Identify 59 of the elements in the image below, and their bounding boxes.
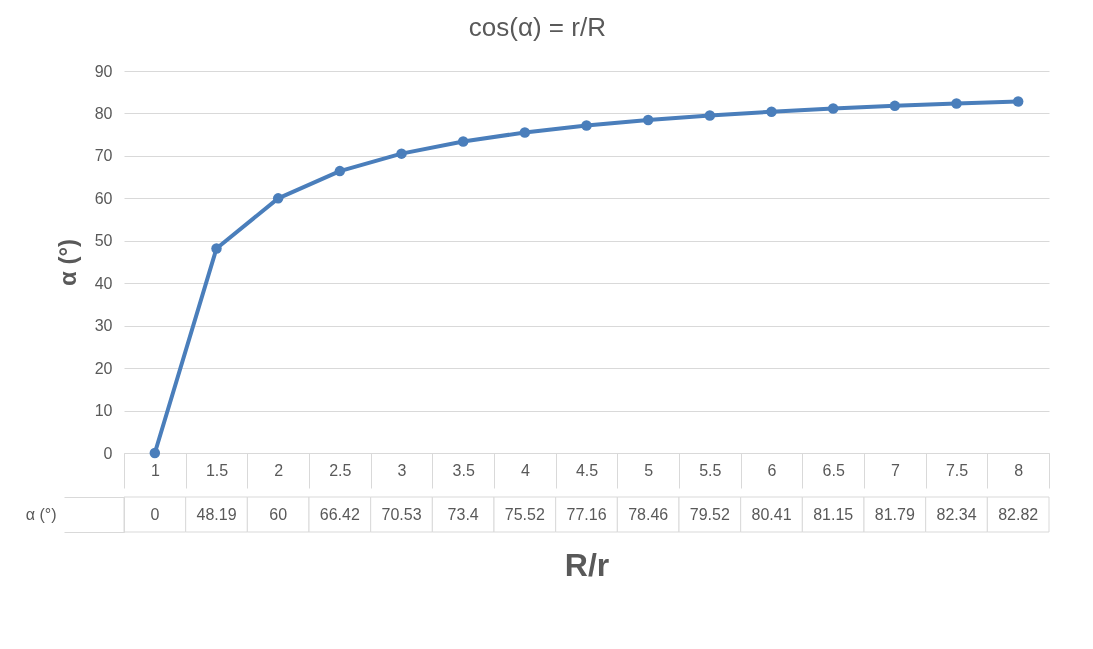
x-tick-label: 3.5 [452,461,475,479]
y-tick-label: 10 [94,402,113,420]
y-tick-label: 90 [94,62,113,80]
data-label: 66.42 [319,505,360,523]
data-label: 81.15 [813,505,854,523]
y-axis-title: α (°) [53,238,81,287]
data-label: 80.41 [751,505,792,523]
point [457,136,469,147]
point [211,243,222,254]
y-tick-label: 30 [94,317,113,335]
chart-title: cos(α) = r/R [468,12,606,42]
point [642,114,654,126]
point [149,447,161,459]
x-tick-label: 4 [520,461,530,479]
data-label: 60 [269,505,288,523]
x-tick-label: 6 [767,461,777,479]
y-tick-label: 50 [94,232,113,250]
data-label: 82.82 [998,505,1039,523]
x-tick-label: 3 [397,461,407,479]
x-tick-label: 1 [150,461,160,479]
x-tick-label: 8 [1014,461,1024,479]
point [889,100,901,112]
data-label: 48.19 [196,505,237,523]
x-tick-label: 5 [644,461,654,479]
y-tick-label: 60 [94,189,113,207]
data-label: 77.16 [566,505,607,523]
point [766,106,777,117]
data-label: 79.52 [689,505,730,523]
x-tick-label: 6.5 [822,461,845,479]
x-tick-label: 7 [890,461,900,479]
text: α (°) [25,506,57,523]
y-tick-label: 80 [94,104,113,122]
point [704,110,716,121]
data-label: 81.79 [874,505,915,523]
x-tick-label: 5.5 [699,461,722,479]
data-label: 78.46 [628,505,669,523]
y-tick-label: 40 [94,274,113,292]
data-label: 0 [150,505,160,523]
point [519,127,531,138]
x-axis-title: R/r [564,546,610,583]
point [827,103,839,114]
point [1012,96,1024,107]
y-tick-label: 70 [94,147,113,165]
point [951,98,962,109]
x-tick-label: 1.5 [205,461,229,479]
data-label: 75.52 [504,505,545,523]
x-tick-label: 2.5 [329,461,352,479]
data-label: 70.53 [381,505,422,523]
x-tick-label: 2 [274,461,284,479]
x-tick-label: 4.5 [575,461,599,479]
data-label: 82.34 [936,505,977,523]
x-tick-label: 7.5 [945,461,969,479]
point [396,148,407,159]
data-label: 73.4 [447,505,479,523]
point [334,165,346,177]
point [272,193,284,204]
y-tick-label: 0 [103,444,113,462]
point [581,120,592,131]
y-tick-label: 20 [94,359,113,377]
